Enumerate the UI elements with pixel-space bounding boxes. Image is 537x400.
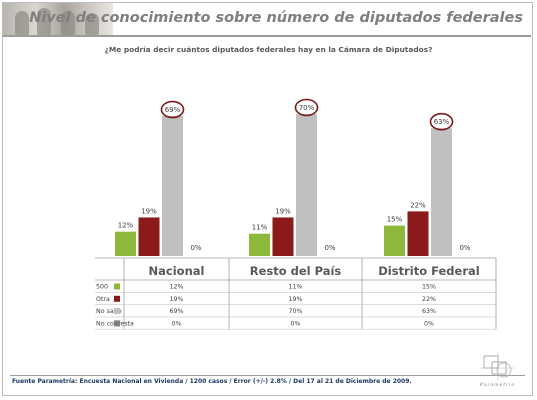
source-note: Fuente Parametría: Encuesta Nacional en … [12, 378, 412, 385]
legend-swatch [114, 283, 120, 290]
survey-question: ¿Me podría decir cuántos diputados feder… [104, 45, 433, 54]
highlight-circle [429, 112, 454, 131]
header-photo [3, 3, 113, 35]
header-photo-figure [15, 11, 29, 35]
data-label: 15% [387, 216, 403, 224]
data-label: 19% [141, 207, 157, 215]
bar-otra [272, 217, 294, 256]
bar-otra [407, 211, 429, 256]
table-cell: 69% [170, 308, 184, 315]
logo-text: Parametría [480, 383, 515, 388]
data-label: 63% [434, 118, 450, 126]
table-cell: 15% [422, 284, 436, 291]
table-cell: 12% [170, 284, 184, 291]
bar-otra [138, 217, 160, 256]
table-header-1: Resto del País [250, 264, 342, 278]
table-cell: 63% [422, 308, 436, 315]
table-cell: 70% [289, 308, 303, 315]
table-cell: 11% [289, 284, 303, 291]
data-label: 19% [275, 207, 291, 215]
bar-no-sabe [162, 116, 183, 257]
legend-swatch [114, 295, 120, 302]
table-cell: 19% [170, 296, 184, 303]
bar-no-sabe [431, 128, 452, 256]
header-photo-figure [61, 11, 75, 35]
data-label: 69% [165, 106, 181, 114]
table-cell: 19% [289, 296, 303, 303]
data-label: 70% [299, 104, 315, 112]
legend-label: Otra [96, 296, 110, 303]
legend-label: 500 [96, 284, 108, 291]
table-cell: 22% [422, 296, 436, 303]
data-label: 0% [190, 244, 201, 252]
header-photo-figure [85, 13, 99, 35]
table-header-0: Nacional [149, 264, 205, 278]
legend-swatch [114, 320, 120, 327]
bar-no-sabe [296, 114, 317, 256]
legend-swatch [114, 308, 120, 315]
header-divider [3, 35, 531, 37]
bar-500 [115, 231, 136, 256]
header-photo-figure [37, 8, 51, 35]
table-cell: 0% [172, 320, 182, 327]
table-cell: 0% [424, 320, 434, 327]
table-cell: 0% [291, 320, 301, 327]
parametria-logo [480, 352, 514, 380]
data-label: 12% [118, 222, 134, 230]
legend-label: No sabe [96, 308, 122, 315]
data-label: 0% [459, 244, 470, 252]
highlight-circle [160, 100, 185, 119]
data-label: 11% [252, 224, 268, 232]
page-title: Nivel de conocimiento sobre número de di… [29, 10, 523, 26]
bar-500 [384, 225, 405, 256]
footer-divider [10, 375, 525, 376]
data-label: 22% [410, 201, 426, 209]
highlight-circle [294, 98, 319, 117]
bar-500 [249, 233, 270, 256]
data-label: 0% [324, 244, 335, 252]
table-header-2: Distrito Federal [378, 264, 479, 278]
